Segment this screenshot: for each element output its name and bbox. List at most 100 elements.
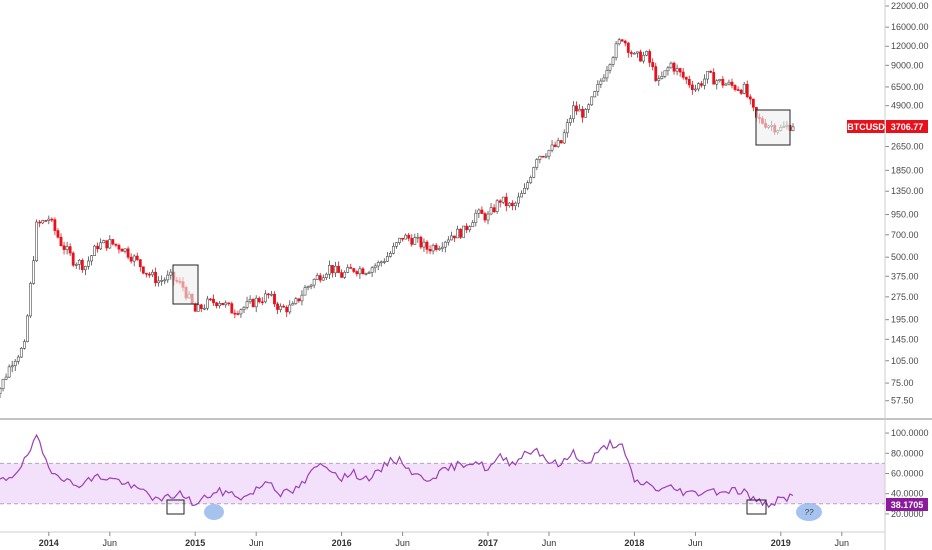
- candle-body: [388, 253, 392, 257]
- candle-body: [669, 62, 673, 69]
- candle-body: [428, 249, 432, 252]
- indicator-line: [0, 433, 794, 509]
- price-plot-area: [0, 0, 885, 418]
- candle-body: [340, 272, 344, 278]
- candle-body: [642, 54, 645, 62]
- candle-body: [639, 51, 642, 62]
- candle-body: [224, 302, 228, 306]
- candle-body: [169, 271, 173, 276]
- candle-body: [449, 235, 453, 241]
- candle-body: [657, 78, 661, 81]
- candle-body: [724, 83, 728, 86]
- candle-body: [559, 140, 563, 144]
- candle-body: [477, 209, 481, 214]
- candle-body: [517, 196, 520, 204]
- candle-body: [636, 51, 639, 54]
- candle-body: [44, 220, 48, 222]
- candle-body: [751, 98, 755, 108]
- time-tick-label: Jun: [688, 538, 703, 548]
- candle-body: [605, 69, 609, 79]
- candle-body: [196, 304, 200, 312]
- indicator-circle-2015: [204, 504, 224, 520]
- candle-body: [352, 268, 356, 272]
- candle-body: [0, 388, 2, 394]
- price-tick-label: 105.00: [891, 356, 919, 366]
- candle-body: [697, 83, 700, 90]
- candle-body: [526, 182, 530, 189]
- candle-body: [453, 235, 456, 239]
- candle-body: [730, 81, 734, 86]
- candle-body: [239, 309, 243, 315]
- candle-body: [126, 248, 130, 258]
- time-axis: 2014 Jun 2015 Jun 2016 Jun 2017 Jun 2018 Jun 2019 J…: [0, 531, 885, 548]
- candle-body: [419, 236, 423, 248]
- candle-body: [114, 243, 118, 246]
- candle-body: [504, 196, 508, 207]
- last-price-tag: [886, 120, 928, 133]
- candle-body: [199, 304, 203, 309]
- price-tick-label: 12000.00: [891, 41, 929, 51]
- candle-body: [71, 252, 75, 266]
- candle-body: [425, 241, 429, 250]
- candle-body: [620, 39, 624, 42]
- candle-body: [684, 77, 688, 80]
- candle-body: [202, 307, 206, 310]
- candle-body: [562, 132, 566, 144]
- candle-body: [440, 246, 444, 249]
- highlight-box-2014: [172, 264, 199, 305]
- candle-body: [367, 272, 371, 274]
- candle-body: [318, 275, 322, 281]
- candle-body: [382, 261, 386, 263]
- candle-body: [733, 85, 737, 90]
- candle-body: [660, 76, 664, 79]
- candle-body: [105, 240, 109, 249]
- candle-body: [468, 226, 472, 231]
- candle-body: [337, 265, 340, 273]
- candle-body: [251, 299, 255, 308]
- candle-body: [379, 261, 383, 264]
- price-tick-label: 9000.00: [891, 60, 924, 70]
- candle-body: [68, 246, 72, 254]
- candle-body: [19, 348, 23, 358]
- candle-body: [571, 105, 575, 119]
- candle-body: [279, 305, 283, 310]
- candle-body: [663, 70, 667, 77]
- candle-body: [370, 267, 374, 273]
- candle-body: [703, 78, 706, 86]
- candle-body: [346, 267, 350, 273]
- candle-body: [62, 245, 66, 250]
- indicator-box-2014: [166, 499, 185, 515]
- candle-body: [480, 209, 484, 214]
- candle-body: [129, 256, 133, 262]
- candle-body: [385, 256, 389, 262]
- candle-body: [273, 293, 276, 305]
- candle-body: [550, 144, 554, 151]
- candle-body: [443, 241, 447, 248]
- candle-body: [614, 43, 618, 58]
- candle-body: [22, 341, 26, 349]
- price-tick-label: 375.00: [891, 271, 919, 281]
- candle-body: [727, 81, 731, 85]
- candle-body: [102, 240, 106, 244]
- candle-body: [483, 213, 487, 221]
- candle-body: [160, 280, 164, 282]
- indicator-pane: ?? 100.000080.000060.000040.000020.0000 …: [0, 428, 929, 521]
- candle-body: [392, 245, 395, 254]
- candle-body: [263, 293, 267, 303]
- candle-body: [498, 200, 502, 203]
- candle-body: [596, 84, 600, 92]
- price-tick-label: 275.00: [891, 292, 919, 302]
- candle-body: [321, 277, 325, 281]
- candle-body: [431, 244, 435, 252]
- candle-body: [47, 218, 51, 221]
- time-tick-label: Jun: [395, 538, 410, 548]
- price-tick-label: 145.00: [891, 334, 919, 344]
- candle-body: [303, 287, 307, 296]
- candle-body: [242, 307, 246, 310]
- price-tick-label: 57.50: [891, 396, 914, 406]
- candle-body: [87, 260, 90, 267]
- candle-body: [10, 365, 14, 368]
- candle-body: [230, 303, 234, 314]
- candle-body: [13, 361, 17, 367]
